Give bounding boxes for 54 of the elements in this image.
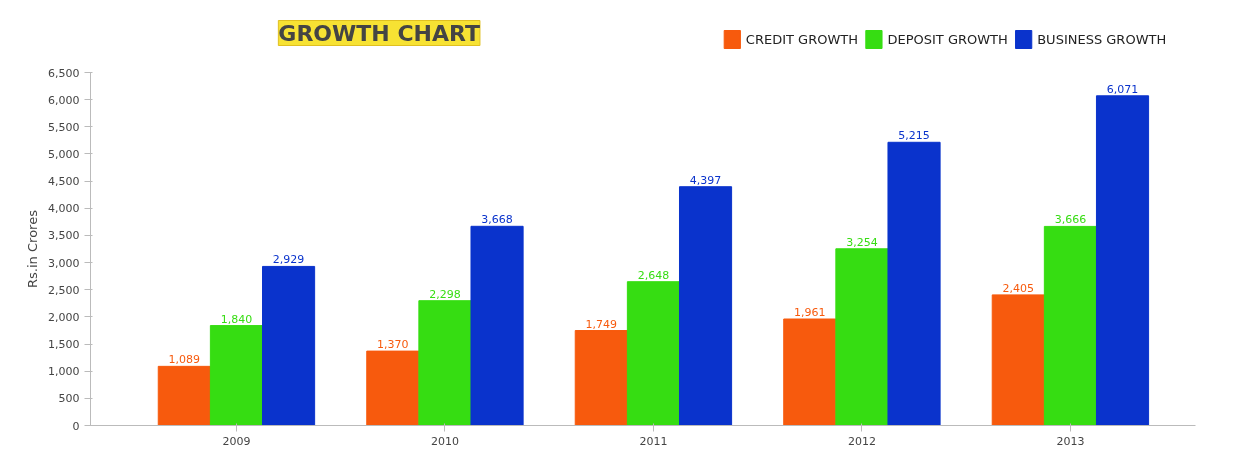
bar <box>1043 225 1097 426</box>
data-label: 1,370 <box>377 338 409 352</box>
x-tick-label: 2012 <box>847 434 876 448</box>
chart-title: GROWTH CHART <box>278 20 480 46</box>
x-tick-label: 2010 <box>430 434 459 448</box>
legend-label: CREDIT GROWTH <box>745 32 858 47</box>
data-label: 4,397 <box>689 173 722 187</box>
data-label: 2,648 <box>637 268 670 282</box>
bar <box>1095 95 1150 426</box>
y-tick-label: 2,500 <box>48 283 80 297</box>
data-label: 5,215 <box>898 129 930 143</box>
y-tick-label: 5,000 <box>48 147 80 161</box>
y-tick-label: 2,000 <box>48 310 80 324</box>
data-label: 2,405 <box>1002 281 1035 295</box>
data-label: 1,749 <box>585 317 618 331</box>
bar <box>626 281 680 426</box>
bar <box>209 325 263 426</box>
x-tick-label: 2011 <box>639 434 668 448</box>
bar <box>783 318 837 426</box>
y-tick-label: 4,000 <box>48 202 80 216</box>
y-tick-label: 3,500 <box>48 229 80 243</box>
y-tick-label: 6,500 <box>48 66 80 80</box>
x-tick-label: 2013 <box>1056 434 1085 448</box>
x-tick-label: 2009 <box>222 434 251 448</box>
bar <box>366 350 420 426</box>
y-axis-title: Rs.in Crores <box>25 209 41 288</box>
y-tick-label: 4,500 <box>48 175 80 189</box>
bar <box>574 330 628 426</box>
data-label: 1,089 <box>168 353 201 367</box>
y-tick-label: 0 <box>72 419 80 433</box>
bar <box>157 365 211 426</box>
data-label: 2,929 <box>272 253 305 267</box>
data-label: 6,071 <box>1106 82 1139 96</box>
y-tick-label: 1,500 <box>48 338 80 352</box>
data-label: 3,666 <box>1054 213 1087 227</box>
bar <box>887 141 941 426</box>
data-label: 3,254 <box>846 235 878 249</box>
y-tick-label: 3,000 <box>48 256 80 270</box>
y-tick-label: 6,000 <box>48 93 80 107</box>
y-tick-label: 500 <box>58 392 80 406</box>
y-tick-label: 5,500 <box>48 120 80 134</box>
data-label: 2,298 <box>429 287 461 301</box>
data-label: 1,961 <box>794 306 826 319</box>
bar <box>835 248 889 426</box>
y-tick-label: 1,000 <box>48 365 80 379</box>
bar <box>418 300 472 426</box>
bar <box>678 186 733 426</box>
legend-label: DEPOSIT GROWTH <box>887 32 1008 47</box>
bar <box>262 265 316 426</box>
data-label: 1,840 <box>220 312 253 326</box>
data-label: 3,668 <box>481 213 513 227</box>
bar <box>991 294 1045 426</box>
legend-label: BUSINESS GROWTH <box>1037 32 1167 47</box>
bar <box>470 225 524 426</box>
